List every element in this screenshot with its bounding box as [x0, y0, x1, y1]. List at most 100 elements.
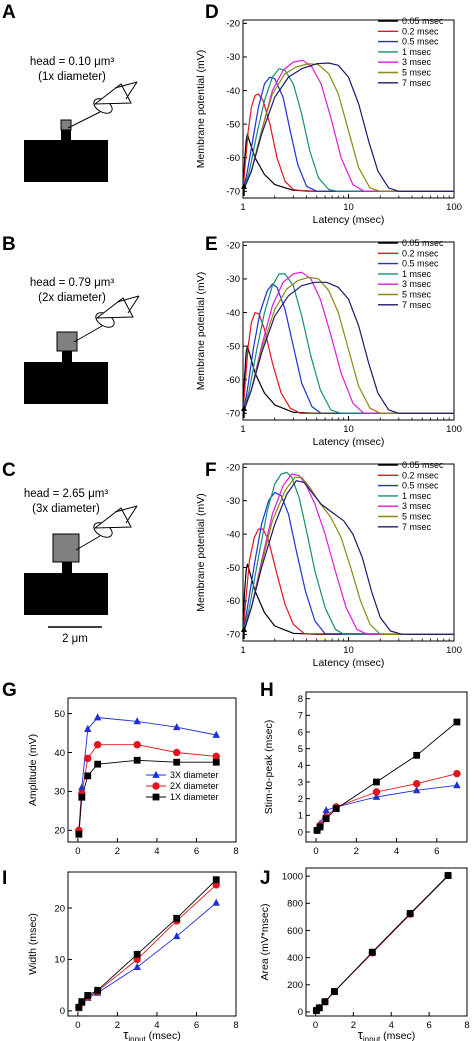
legend-label: 1 msec — [402, 47, 432, 57]
panel-letter-c: C — [2, 460, 16, 481]
pipette-icon — [67, 81, 138, 129]
legend-label: 5 msec — [402, 512, 432, 522]
x-tick-label: 0 — [313, 846, 318, 857]
trace-0-05-msec — [242, 345, 454, 414]
series-line-1X-diameter — [316, 721, 458, 831]
data-point-triangle — [212, 898, 220, 906]
diameter-label-b: (2x diameter) — [38, 292, 106, 304]
legend-label: 0.2 msec — [402, 248, 439, 258]
legend-label: 0.05 msec — [402, 460, 444, 470]
trace-0-2-msec — [242, 528, 455, 635]
x-tick-label: 0 — [75, 846, 80, 857]
y-tick-label: -70 — [226, 630, 240, 641]
data-point-square — [322, 815, 330, 823]
panel-letter-f: F — [205, 460, 217, 481]
data-point-circle — [93, 741, 102, 749]
trace-0-2-msec — [242, 311, 454, 414]
x-tick-label: 6 — [426, 1020, 431, 1031]
x-tick-label: 1 — [240, 202, 245, 213]
pipette-icon — [73, 295, 140, 343]
y-tick-label: 20 — [54, 903, 65, 914]
x-tick-label: 4 — [154, 846, 159, 857]
legend-label: 7 msec — [402, 300, 432, 310]
schematic-panel-a: A head = 0.10 μm³ (1x diameter) — [2, 2, 138, 182]
data-point-square — [316, 823, 324, 831]
legend-label: 7 msec — [402, 522, 432, 532]
data-point-circle — [84, 754, 92, 763]
data-point-circle — [453, 769, 461, 778]
data-point-square — [321, 998, 329, 1006]
panel-letter-i: I — [2, 868, 7, 889]
y-tick-label: 5 — [298, 744, 303, 755]
y-tick-label: -20 — [226, 19, 240, 30]
x-tick-label: 10 — [343, 202, 354, 213]
x-tick-label: 100 — [446, 424, 462, 435]
legend-label: 0.2 msec — [402, 470, 439, 480]
head-volume-label-a: head = 0.10 μm³ — [30, 56, 114, 68]
y-tick-label: -30 — [226, 496, 240, 507]
chart-g: G 20 30 40 50 0 2 4 6 8 Amplitude (mV) 3X diameter2… — [2, 680, 239, 857]
y-tick-label: -60 — [226, 596, 240, 607]
legend-label: 0.5 msec — [402, 259, 439, 269]
y-tick-label: 50 — [54, 709, 65, 720]
legend-label: 5 msec — [402, 68, 432, 78]
y-axis-label: Area (mV*msec) — [259, 903, 271, 980]
x-axis-label-symbol: τ — [358, 1027, 364, 1041]
x-tick-label: 2 — [115, 1020, 120, 1031]
y-tick-label: 20 — [54, 826, 65, 837]
data-point-triangle — [453, 781, 461, 789]
trace-0-2-msec — [242, 93, 454, 192]
legend-label: 1 msec — [402, 269, 432, 279]
panel-letter-j: J — [260, 868, 271, 889]
data-point-square — [133, 950, 141, 958]
x-tick-label: 4 — [154, 1020, 159, 1031]
y-tick-label: -40 — [226, 308, 240, 319]
data-point-square — [78, 793, 86, 801]
x-tick-label: 6 — [194, 846, 199, 857]
legend-label: 5 msec — [402, 290, 432, 300]
y-tick-label: 6 — [298, 727, 303, 738]
data-point-circle — [173, 748, 181, 757]
y-tick-label: 0 — [298, 1007, 303, 1018]
data-point-square — [331, 988, 338, 995]
data-point-square — [84, 992, 92, 999]
chart-i: I 0 10 20 0 2 4 6 8 Width (msec) τinput (msec) — [2, 868, 239, 1041]
legend-label: 0.05 msec — [402, 16, 444, 26]
data-point-triangle — [133, 962, 141, 971]
x-tick-label: 8 — [233, 846, 238, 857]
y-tick-label: -30 — [226, 52, 240, 63]
x-tick-label: 2 — [351, 1020, 356, 1031]
dendrite-shaft — [24, 573, 108, 615]
x-axis-label: Latency (msec) — [313, 657, 385, 669]
trace-0-5-msec — [242, 76, 454, 192]
y-tick-label: 200 — [287, 980, 303, 991]
y-axis-label: Amplitude (mV) — [27, 734, 39, 806]
stimulus-arrowhead-icon — [241, 405, 247, 411]
diameter-label-c: (3x diameter) — [32, 503, 100, 515]
data-point-square — [332, 805, 340, 813]
data-point-triangle — [173, 722, 181, 731]
legend-label: 1X diameter — [170, 792, 219, 802]
x-tick-label: 2 — [115, 846, 120, 857]
y-tick-label: 0 — [60, 1006, 65, 1017]
chart-j: J 0 200 400 600 800 1000 0 2 4 6 8 Area (mV*msec) τin… — [259, 867, 470, 1041]
x-tick-label: 100 — [446, 645, 462, 656]
y-tick-label: -30 — [226, 274, 240, 285]
data-point-square — [75, 830, 83, 838]
y-tick-label: 4 — [298, 761, 303, 772]
y-tick-label: 3 — [298, 777, 303, 788]
legend-marker — [152, 793, 160, 801]
chart-e: E -70 -60 -50 -40 -30 -20 1 10 100 Membrane potent… — [195, 234, 462, 448]
legend-label: 0.5 msec — [402, 481, 439, 491]
x-tick-label: 1 — [240, 424, 245, 435]
y-tick-label: -60 — [226, 153, 240, 164]
data-point-triangle — [173, 932, 181, 940]
legend-label: 2X diameter — [170, 781, 219, 791]
data-point-triangle — [93, 713, 102, 721]
y-tick-label: 600 — [287, 926, 303, 937]
data-point-triangle — [372, 792, 381, 800]
spine-neck — [62, 562, 72, 573]
data-point-square — [406, 910, 414, 917]
y-axis-label: Membrane potential (mV) — [195, 493, 207, 611]
